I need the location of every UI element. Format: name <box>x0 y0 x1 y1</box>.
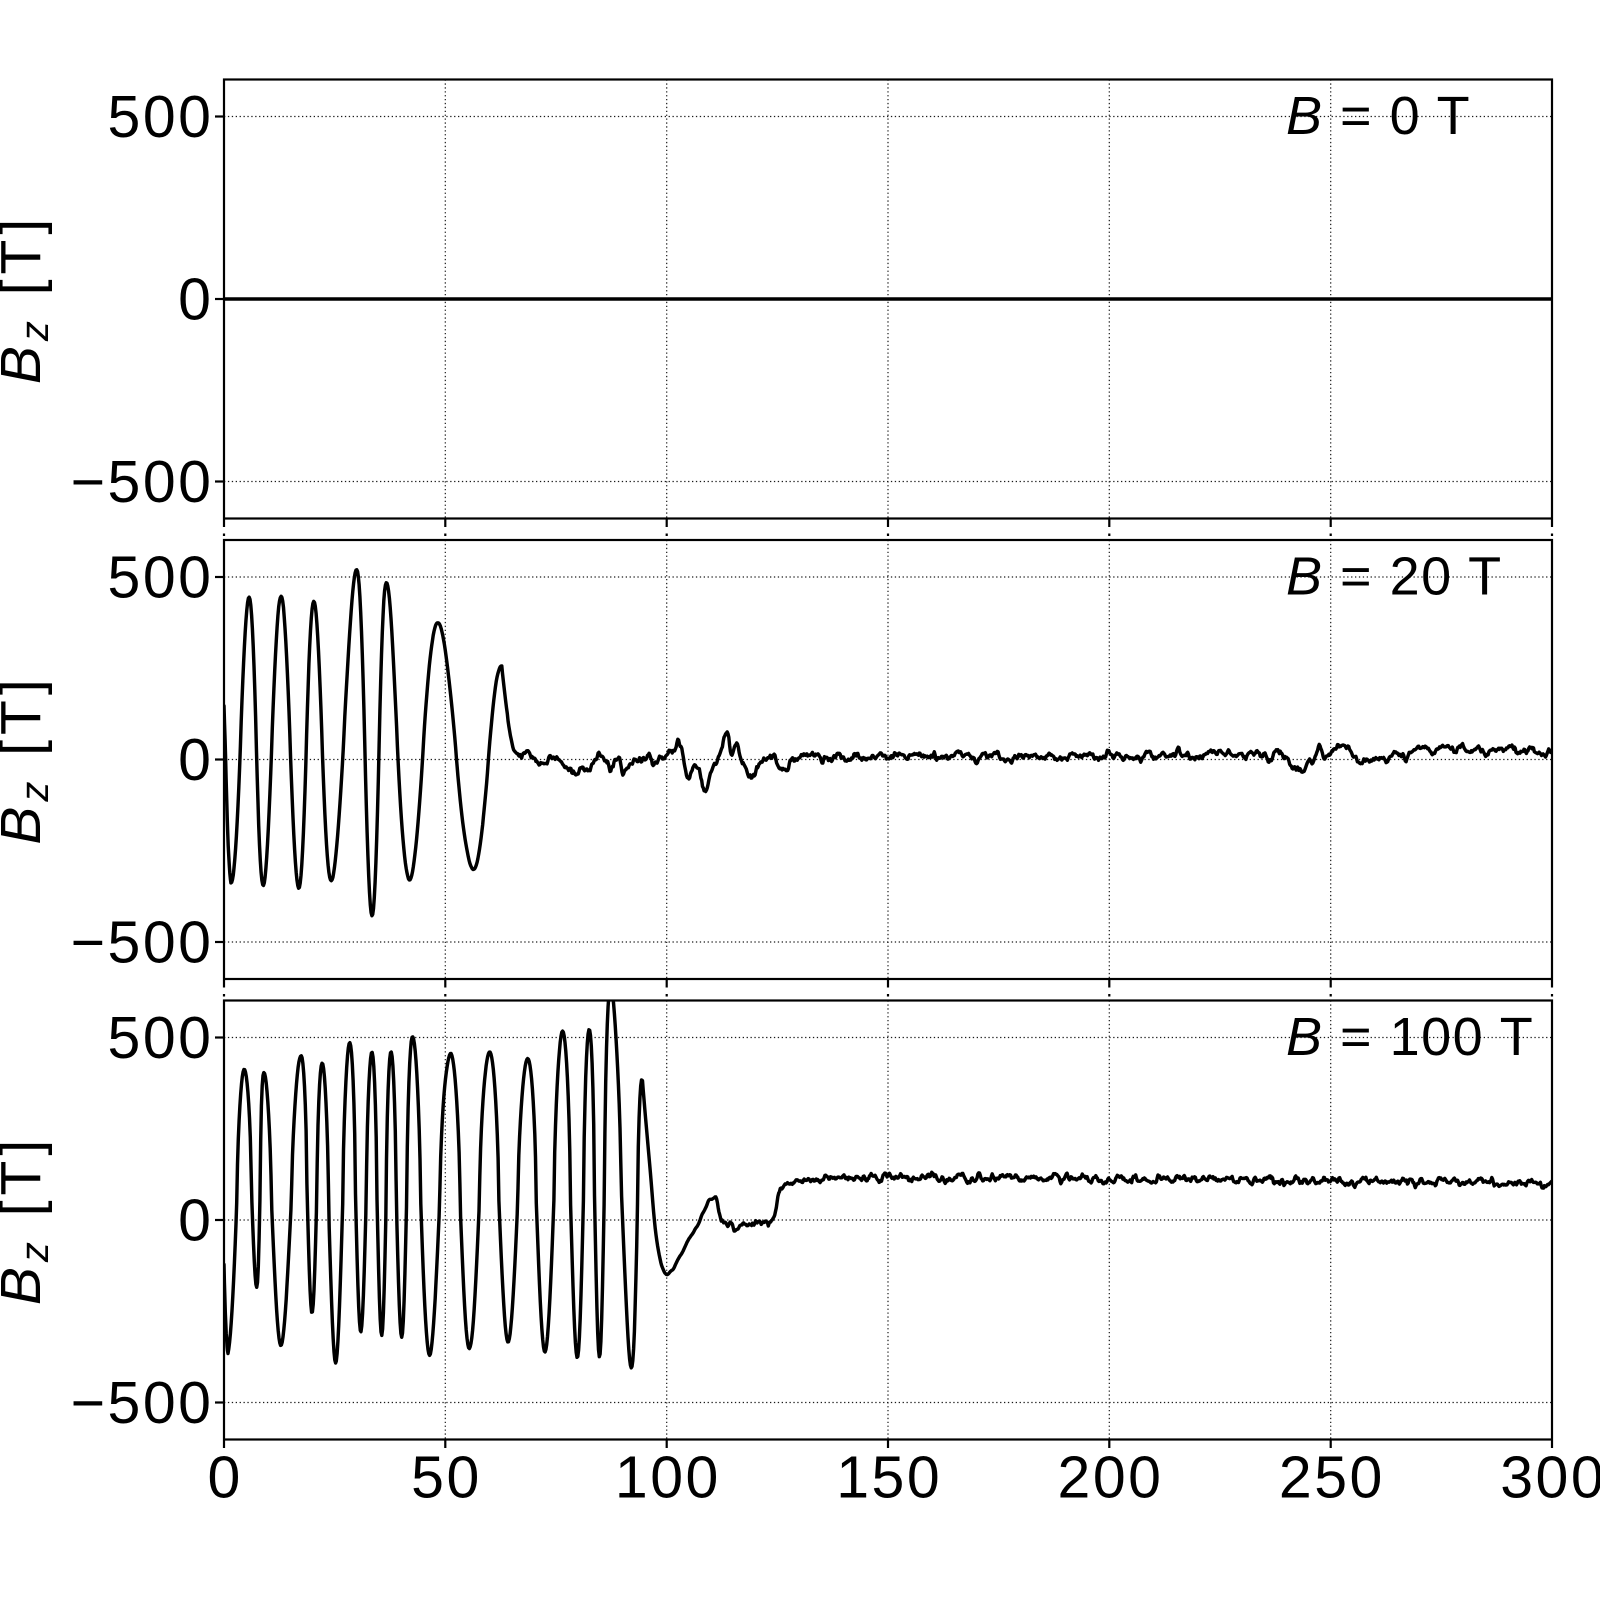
svg-text:B = 100 T: B = 100 T <box>1286 1007 1534 1067</box>
svg-text:B = 0 T: B = 0 T <box>1286 86 1471 146</box>
svg-text:100: 100 <box>615 1445 721 1511</box>
svg-text:250: 250 <box>1279 1445 1385 1511</box>
svg-text:B = 20 T: B = 20 T <box>1286 546 1503 606</box>
svg-text:300: 300 <box>1500 1445 1600 1511</box>
svg-text:−500: −500 <box>71 909 214 975</box>
svg-text:Bz [T]: Bz [T] <box>0 214 57 384</box>
svg-text:500: 500 <box>108 1005 214 1071</box>
svg-text:50: 50 <box>411 1445 482 1511</box>
svg-text:500: 500 <box>108 544 214 610</box>
svg-text:−500: −500 <box>71 449 214 515</box>
svg-text:200: 200 <box>1058 1445 1164 1511</box>
svg-text:500: 500 <box>108 84 214 150</box>
svg-text:Bz [T]: Bz [T] <box>0 674 57 844</box>
svg-text:0: 0 <box>178 727 213 793</box>
svg-text:Bz [T]: Bz [T] <box>0 1135 57 1305</box>
svg-text:−500: −500 <box>71 1370 214 1436</box>
svg-text:150: 150 <box>836 1445 942 1511</box>
svg-text:0: 0 <box>208 1445 243 1511</box>
svg-text:0: 0 <box>178 266 213 332</box>
svg-text:0: 0 <box>178 1187 213 1253</box>
